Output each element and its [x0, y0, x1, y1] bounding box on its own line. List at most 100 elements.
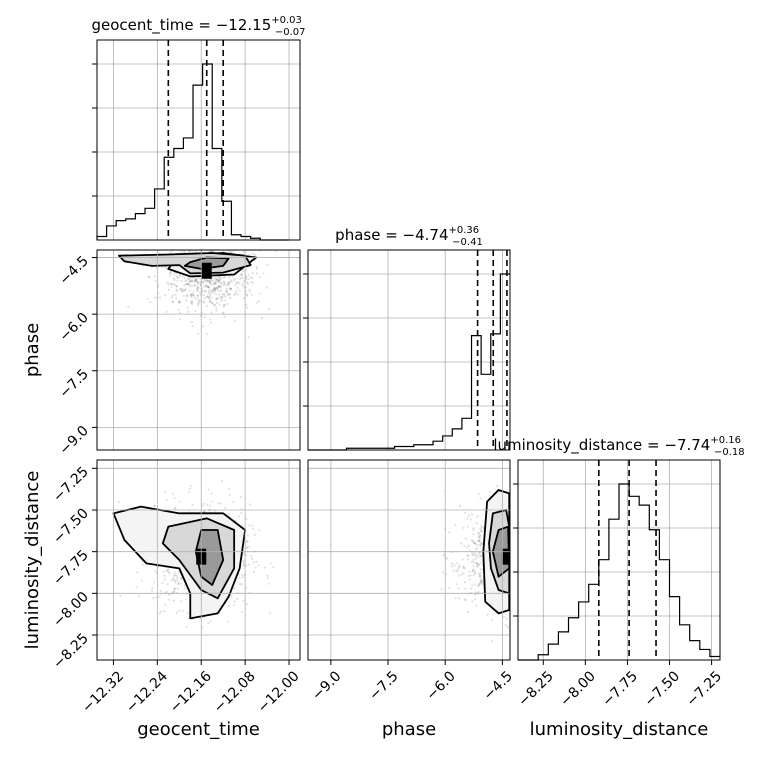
sample-point	[181, 245, 183, 247]
sample-point	[193, 279, 196, 283]
sample-point	[472, 542, 476, 545]
sample-point	[515, 528, 517, 530]
sample-point	[202, 247, 204, 249]
sample-point	[541, 539, 543, 541]
sample-point	[505, 617, 508, 620]
sample-point	[184, 287, 187, 291]
sample-point	[212, 226, 214, 228]
sample-point	[233, 600, 237, 603]
sample-point	[518, 552, 520, 554]
sample-point	[213, 277, 216, 280]
sample-point	[227, 604, 231, 607]
sample-point	[202, 300, 205, 303]
sample-point	[209, 619, 212, 623]
sample-point	[242, 297, 246, 300]
sample-point	[223, 315, 226, 318]
sample-point	[467, 574, 470, 578]
sample-point	[552, 582, 554, 584]
sample-point	[209, 318, 212, 321]
sample-point	[564, 516, 566, 518]
sample-point	[227, 293, 230, 296]
sample-point	[554, 592, 556, 594]
sample-point	[531, 562, 533, 564]
sample-point	[545, 560, 547, 562]
sample-point	[242, 561, 245, 564]
sample-point	[530, 536, 532, 538]
sample-point	[266, 263, 269, 267]
sample-point	[523, 584, 525, 586]
sample-point	[207, 242, 209, 244]
sample-point	[167, 568, 170, 571]
x-luminosity_distance-tick-label: −7.75	[599, 668, 641, 710]
sample-point	[462, 572, 465, 575]
sample-point	[203, 289, 206, 293]
sample-point	[526, 559, 528, 561]
sample-point	[220, 248, 222, 250]
sample-point	[217, 501, 220, 505]
sample-point	[524, 577, 526, 579]
sample-point	[223, 304, 226, 307]
y-luminosity_distance-tick-label: −8.25	[50, 631, 92, 673]
sample-point	[213, 304, 216, 307]
sample-point	[532, 576, 534, 578]
sample-point	[231, 236, 233, 238]
sample-point	[533, 531, 535, 533]
sample-point	[168, 272, 172, 275]
sample-point	[223, 303, 226, 306]
sample-point	[547, 539, 549, 541]
sample-point	[181, 250, 184, 253]
sample-point	[206, 245, 208, 247]
sample-point	[222, 311, 225, 314]
sample-point	[240, 273, 243, 276]
sample-point	[183, 289, 187, 292]
sample-point	[191, 280, 194, 283]
sample-point	[208, 236, 210, 238]
panel-geocent_time_luminosity_distance	[112, 479, 275, 629]
sample-point	[215, 280, 218, 283]
sample-point	[511, 536, 513, 538]
sample-point	[480, 579, 483, 582]
sample-point	[553, 546, 555, 548]
sample-point	[482, 526, 485, 529]
sample-point	[225, 230, 227, 232]
sample-point	[222, 276, 225, 279]
sample-point	[202, 325, 205, 328]
sample-point	[208, 282, 212, 285]
sample-point	[529, 575, 531, 577]
sample-point	[203, 510, 206, 513]
sample-point	[218, 296, 221, 299]
sample-point	[533, 587, 535, 589]
sample-point	[196, 281, 199, 284]
sample-point	[179, 582, 182, 585]
sample-point	[188, 280, 191, 284]
sample-point	[247, 278, 250, 281]
sample-point	[245, 269, 248, 272]
sample-point	[189, 280, 192, 283]
sample-point	[524, 587, 526, 589]
sample-point	[166, 568, 169, 571]
sample-point	[213, 232, 215, 234]
sample-point	[237, 222, 239, 224]
sample-point	[521, 569, 523, 571]
sample-point	[473, 570, 477, 574]
sample-point	[514, 554, 516, 556]
sample-point	[219, 278, 222, 281]
sample-point	[219, 502, 222, 505]
sample-point	[524, 550, 526, 552]
sample-point	[477, 539, 481, 542]
sample-point	[462, 565, 465, 568]
sample-point	[269, 611, 272, 614]
sample-point	[522, 538, 524, 540]
sample-point	[172, 578, 175, 582]
sample-point	[210, 311, 213, 314]
sample-point	[572, 514, 574, 516]
sample-point	[220, 295, 223, 298]
sample-point	[190, 295, 193, 298]
sample-point	[176, 577, 179, 580]
sample-point	[196, 304, 199, 307]
sample-point	[469, 587, 472, 590]
sample-point	[214, 289, 217, 292]
sample-point	[519, 567, 521, 569]
sample-point	[464, 599, 467, 602]
sample-point	[177, 241, 179, 243]
